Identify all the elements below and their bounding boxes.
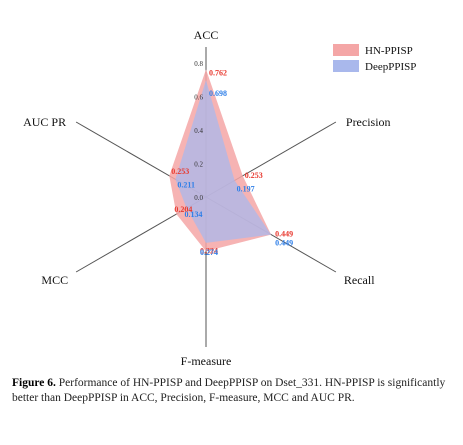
axis-label-f-measure: F-measure	[181, 354, 232, 368]
legend-label-deepppisp: DeepPPISP	[365, 61, 416, 73]
tick-label: 0.6	[194, 94, 203, 102]
series-area-deepppisp	[175, 80, 272, 243]
data-label-hn-ppisp-mcc: 0.204	[174, 205, 192, 214]
legend-label-hn-ppisp: HN-PPISP	[365, 45, 413, 57]
data-label-hn-ppisp-precision: 0.253	[245, 171, 263, 180]
data-label-hn-ppisp-f-measure: 0.324	[200, 246, 218, 255]
data-label-deepppisp-recall: 0.449	[275, 239, 293, 248]
data-label-deepppisp-auc-pr: 0.211	[177, 180, 195, 189]
axis-label-auc-pr: AUC PR	[23, 115, 66, 129]
tick-label: 0.2	[194, 161, 203, 169]
radar-chart: 0.0 0.2 0.4 0.6 0.8 ACC Precision Recall F-meas…	[23, 28, 416, 368]
legend: HN-PPISP DeepPPISP	[333, 44, 416, 73]
ticks-layer: 0.0 0.2 0.4 0.6 0.8	[194, 60, 203, 202]
axis-label-mcc: MCC	[41, 273, 68, 287]
axis-label-acc: ACC	[194, 28, 219, 42]
axis-label-recall: Recall	[344, 273, 375, 287]
legend-swatch-hn-ppisp	[333, 44, 359, 56]
data-label-hn-ppisp-acc: 0.762	[209, 68, 227, 77]
data-label-deepppisp-precision: 0.197	[237, 185, 255, 194]
caption-label: Figure 6.	[12, 377, 56, 389]
axis-label-precision: Precision	[346, 115, 391, 129]
data-label-deepppisp-mcc: 0.134	[185, 210, 203, 219]
data-label-hn-ppisp-auc-pr: 0.253	[171, 167, 189, 176]
labels-layer: ACC Precision Recall F-measure MCC AUC PR 0.76…	[23, 28, 390, 368]
data-label-deepppisp-acc: 0.698	[209, 89, 227, 98]
tick-label: 0.8	[194, 60, 203, 68]
tick-label: 0.4	[194, 127, 203, 135]
caption-text: Performance of HN-PPISP and DeepPPISP on…	[12, 377, 446, 404]
tick-label: 0.0	[194, 194, 203, 202]
series-layer	[169, 69, 272, 252]
legend-swatch-deepppisp	[333, 60, 359, 72]
data-label-hn-ppisp-recall: 0.449	[275, 230, 293, 239]
figure-caption: Figure 6. Performance of HN-PPISP and De…	[12, 376, 452, 406]
data-label-deepppisp-f-measure: 0.274	[200, 248, 218, 257]
